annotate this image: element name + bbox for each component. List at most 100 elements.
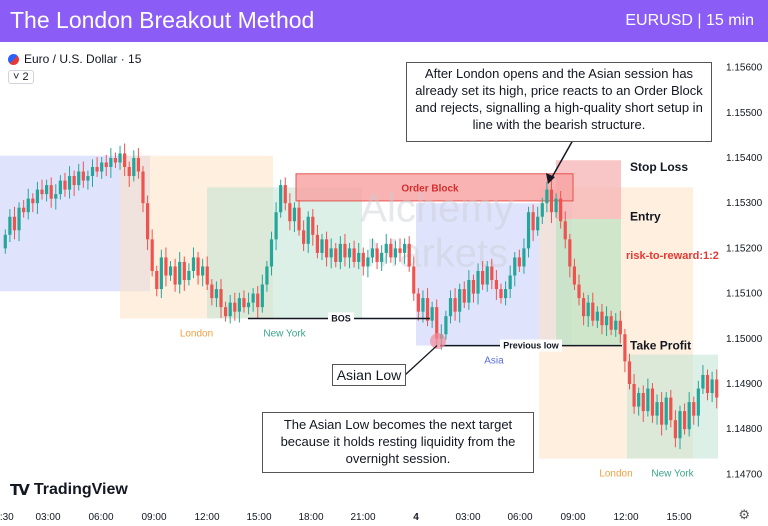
candle-body-12 (58, 180, 62, 195)
order-block-zone (295, 173, 574, 202)
annotation-asian-low: Asian Low (332, 364, 406, 386)
y-tick-label-8: 1.15500 (726, 108, 763, 119)
candle-body-40 (187, 270, 191, 281)
candle-body-125 (577, 284, 581, 299)
candle-body-133 (614, 320, 618, 330)
candle-body-4 (22, 207, 26, 213)
tradingview-logo[interactable]: 𝗧𝗩 TradingView (10, 481, 128, 499)
candle-body-105 (485, 266, 489, 285)
candle-body-9 (44, 185, 49, 195)
bos-label-bg (328, 312, 354, 325)
indicator-count-badge[interactable]: ˅ 2 (8, 70, 34, 84)
session-box-5 (627, 354, 718, 459)
candle-body-35 (164, 257, 168, 276)
asian-low-arrow (404, 345, 438, 376)
price-axis-bg (722, 42, 768, 526)
candle-body-17 (81, 171, 85, 181)
candle-body-62 (288, 203, 292, 222)
candle-body-120 (554, 198, 558, 213)
stop-loss-label: Stop Loss (630, 160, 688, 174)
candle-body-21 (100, 162, 104, 172)
candle-body-150 (692, 402, 696, 416)
candle-body-50 (233, 302, 237, 312)
instrument-legend[interactable]: Euro / U.S. Dollar · 15 (8, 52, 141, 66)
candle-body-103 (476, 270, 480, 294)
candle-body-46 (214, 289, 219, 299)
candle-body-79 (366, 257, 370, 267)
top-note-text: After London opens and the Asian session… (415, 66, 703, 132)
candle-body-106 (490, 266, 494, 281)
gear-icon[interactable]: ⚙ (738, 507, 750, 522)
candle-body-149 (687, 402, 691, 430)
candle-body-113 (522, 248, 526, 267)
x-tick-label-10: 06:00 (507, 512, 532, 523)
candle-body-28 (132, 157, 136, 177)
candle-body-45 (210, 284, 214, 299)
y-tick-label-0: 1.14700 (726, 469, 763, 480)
candle-body-34 (159, 257, 163, 290)
x-tick-label-5: 15:00 (246, 512, 271, 523)
candle-body-67 (311, 216, 315, 235)
candle-body-58 (269, 239, 274, 267)
x-tick-label-0: 0:30 (0, 512, 14, 523)
candle-body-141 (650, 388, 655, 416)
candle-body-8 (40, 189, 44, 195)
candle-body-39 (182, 261, 186, 281)
candle-body-27 (127, 167, 131, 177)
tradingview-wordmark: TradingView (33, 481, 128, 498)
candle-body-153 (705, 374, 710, 394)
candle-body-10 (49, 185, 53, 199)
candle-body-116 (536, 216, 540, 231)
session-label-1: London (180, 328, 213, 339)
candle-body-85 (393, 248, 398, 258)
candle-body-43 (201, 266, 205, 276)
order-block-label: Order Block (401, 183, 459, 194)
y-tick-label-3: 1.15000 (726, 334, 763, 345)
candle-body-26 (123, 153, 127, 168)
candle-body-154 (710, 379, 714, 394)
x-tick-label-8: 4 (413, 512, 419, 523)
candle-body-55 (256, 293, 260, 308)
candle-body-122 (563, 221, 567, 240)
x-tick-label-13: 15:00 (666, 512, 691, 523)
asian-low-marker (430, 333, 446, 350)
candle-body-140 (646, 388, 650, 412)
candle-body-75 (347, 248, 352, 258)
candle-body-91 (421, 298, 425, 312)
annotation-top-note: After London opens and the Asian session… (406, 62, 712, 142)
candle-body-6 (31, 198, 35, 204)
candle-body-98 (453, 298, 457, 312)
candle-body-57 (265, 266, 269, 285)
candle-body-145 (669, 397, 673, 421)
candle-body-22 (104, 162, 108, 168)
tradingview-logo-icon: 𝗧𝗩 (10, 482, 30, 499)
candle-body-147 (678, 411, 682, 439)
candle-body-123 (568, 239, 572, 267)
candle-body-115 (531, 212, 535, 231)
candle-body-37 (173, 266, 177, 285)
currency-flag-icon (8, 53, 19, 65)
candle-body-56 (260, 284, 264, 308)
candle-body-60 (279, 185, 283, 213)
candle-body-19 (90, 167, 95, 177)
candle-body-73 (338, 243, 342, 262)
x-tick-label-1: 03:00 (35, 512, 60, 523)
candle-body-64 (297, 207, 301, 231)
candle-body-151 (696, 388, 700, 416)
candle-body-52 (242, 298, 246, 308)
chart-header: The London Breakout Method EURUSD | 15 m… (0, 0, 768, 42)
x-tick-label-4: 12:00 (194, 512, 219, 523)
candle-body-25 (118, 153, 122, 163)
top-note-arrow (550, 139, 574, 180)
previous-low-label-bg (500, 339, 562, 352)
candle-body-128 (591, 302, 595, 321)
take-profit-label: Take Profit (630, 339, 691, 353)
candle-body-71 (329, 248, 333, 258)
annotation-bottom-note: The Asian Low becomes the next target be… (262, 412, 534, 473)
candle-body-83 (384, 243, 388, 253)
candle-body-5 (26, 198, 30, 213)
candle-body-99 (458, 289, 462, 312)
candle-body-48 (223, 307, 228, 317)
candle-body-130 (600, 311, 604, 326)
candle-body-148 (682, 411, 687, 430)
